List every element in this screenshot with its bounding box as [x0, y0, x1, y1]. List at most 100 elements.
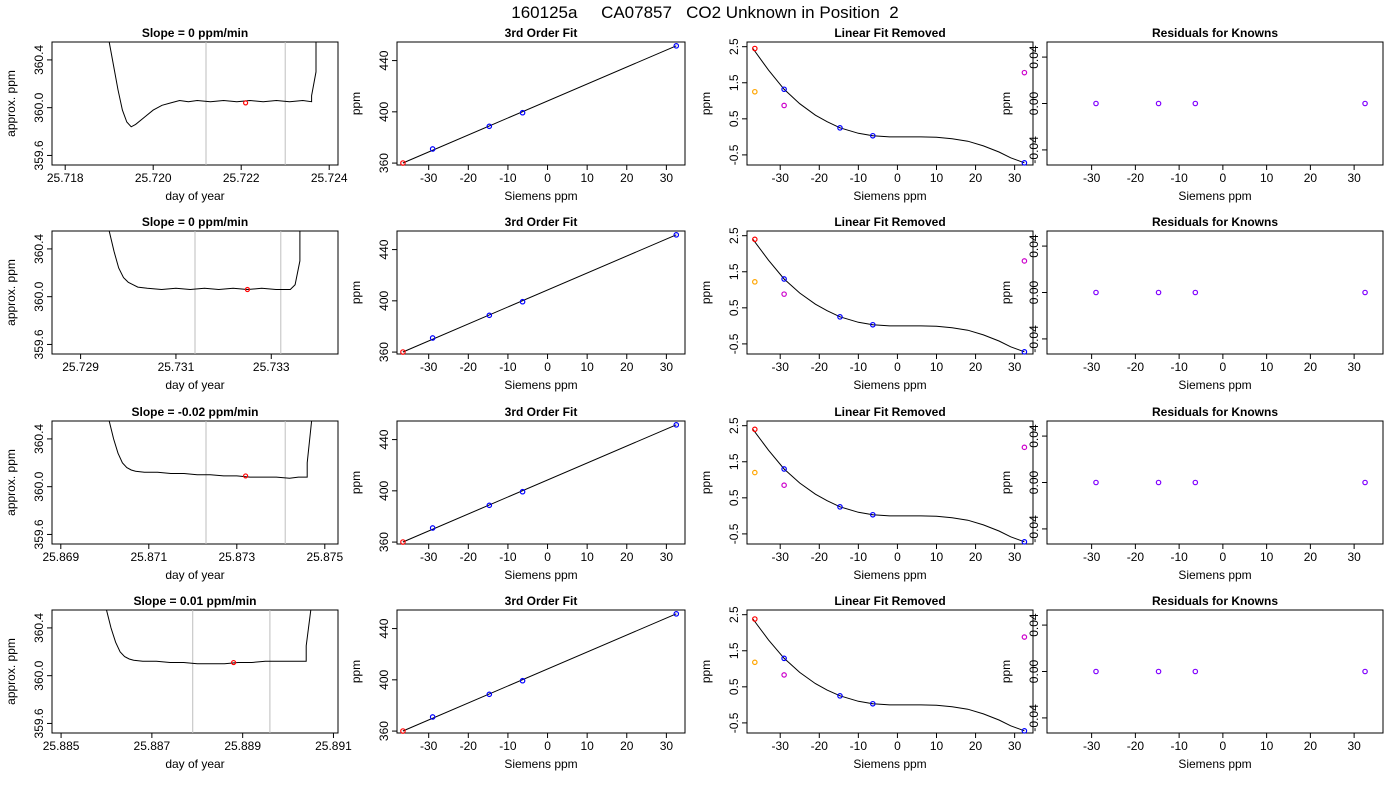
y-tick-label: 360	[377, 153, 391, 173]
panel-1-row-1: Slope = 0 ppm/min day of year approx. ppm 2…	[4, 26, 348, 203]
x-axis-label: Siemens ppm	[1178, 378, 1251, 392]
panel-4-row-1: Residuals for Knowns Siemens ppm ppm -30 -20…	[999, 26, 1384, 203]
y-axis-label: ppm	[699, 92, 713, 115]
x-tick-label: -20	[811, 360, 829, 374]
y-tick-label: 360.4	[32, 613, 46, 643]
panel-title: 3rd Order Fit	[505, 594, 578, 608]
x-tick-label: 10	[580, 739, 594, 753]
x-tick-label: -20	[460, 739, 478, 753]
panel-2-row-2: 3rd Order Fit Siemens ppm ppm -30 -20 -10 0 10 2…	[349, 215, 686, 392]
data-point	[752, 616, 758, 622]
x-axis-label: Siemens ppm	[853, 757, 926, 771]
y-axis-label: approx. ppm	[4, 70, 18, 137]
x-tick-label: 25.731	[158, 360, 195, 374]
y-tick-label: 359.6	[32, 329, 46, 359]
panel-4-row-4: Residuals for Knowns Siemens ppm ppm -30 -20…	[999, 594, 1384, 771]
x-tick-label: 20	[620, 550, 634, 564]
data-point	[781, 86, 787, 93]
y-tick-label: 0.5	[727, 489, 741, 506]
x-tick-label: 25.720	[135, 171, 172, 185]
y-tick-label: 360	[377, 532, 391, 552]
x-tick-label: -30	[1083, 171, 1101, 185]
x-tick-label: 20	[969, 171, 983, 185]
x-tick-label: 25.873	[218, 550, 255, 564]
panel-3-row-2: Linear Fit Removed Siemens ppm ppm -30 -20 -1…	[699, 215, 1034, 392]
x-axis-label: day of year	[165, 568, 224, 582]
x-tick-label: -30	[420, 739, 438, 753]
x-tick-label: 30	[1347, 550, 1361, 564]
series-line	[108, 42, 317, 128]
plot-area	[108, 421, 313, 544]
x-tick-label: -20	[1127, 739, 1145, 753]
data-point	[1093, 479, 1099, 486]
x-tick-label: -10	[499, 550, 517, 564]
data-point	[1192, 100, 1199, 107]
data-point	[519, 488, 526, 495]
y-axis-label: ppm	[999, 471, 1013, 494]
data-point	[1021, 258, 1028, 264]
y-tick-label: 0.04	[1027, 234, 1041, 258]
series-line	[106, 610, 312, 665]
data-point	[429, 525, 436, 531]
data-point	[752, 45, 758, 52]
y-axis-label: ppm	[999, 281, 1013, 304]
x-tick-label: -30	[1083, 360, 1101, 374]
series-line	[108, 421, 313, 479]
y-tick-label: 360.4	[32, 424, 46, 454]
data-point	[400, 349, 406, 355]
y-tick-label: 1.5	[727, 263, 741, 280]
panel-title: Residuals for Knowns	[1152, 26, 1278, 40]
x-tick-label: -20	[1127, 550, 1145, 564]
data-point	[837, 504, 843, 510]
y-tick-label: 400	[377, 480, 391, 500]
y-tick-label: 440	[377, 618, 391, 638]
x-tick-label: -20	[811, 550, 829, 564]
y-tick-label: 359.6	[32, 140, 46, 170]
x-tick-label: -10	[1170, 171, 1188, 185]
data-point	[781, 655, 787, 662]
x-tick-label: 20	[620, 739, 634, 753]
x-tick-label: 25.729	[62, 360, 99, 374]
plot-frame	[396, 230, 686, 355]
panel-1-row-3: Slope = -0.02 ppm/min day of year approx. …	[4, 405, 343, 582]
y-axis-label: approx. ppm	[4, 449, 18, 516]
data-point	[752, 469, 758, 476]
plot-area	[752, 429, 1025, 543]
panel-3-row-3: Linear Fit Removed Siemens ppm ppm -30 -20 -1…	[699, 405, 1034, 582]
panel-title: Slope = 0 ppm/min	[142, 215, 248, 229]
panel-title: Residuals for Knowns	[1152, 405, 1278, 419]
x-tick-label: 10	[1260, 171, 1274, 185]
y-tick-label: 2.5	[727, 417, 741, 434]
fit-curve	[752, 239, 1025, 353]
x-tick-label: -10	[1170, 739, 1188, 753]
x-axis-label: Siemens ppm	[504, 189, 577, 203]
fit-line	[402, 613, 677, 732]
panel-title: Slope = -0.02 ppm/min	[131, 405, 258, 419]
data-point	[673, 232, 680, 238]
x-tick-label: 0	[894, 550, 901, 564]
x-axis-label: Siemens ppm	[1178, 757, 1251, 771]
panel-1-row-2: Slope = 0 ppm/min day of year approx. ppm 2…	[4, 215, 339, 392]
plot-frame	[746, 420, 1034, 545]
plot-frame	[1046, 420, 1384, 545]
data-point	[519, 677, 526, 684]
y-tick-label: 400	[377, 290, 391, 310]
x-axis-label: Siemens ppm	[853, 189, 926, 203]
y-tick-label: 2.5	[727, 606, 741, 623]
data-point	[1362, 479, 1368, 486]
data-point	[400, 160, 406, 166]
fit-line	[402, 424, 677, 543]
panel-title: Linear Fit Removed	[834, 594, 945, 608]
y-tick-label: 0.04	[1027, 45, 1041, 69]
panel-4-row-2: Residuals for Knowns Siemens ppm ppm -30 -20…	[999, 215, 1384, 392]
y-tick-label: 360.4	[32, 45, 46, 75]
panel-title: Linear Fit Removed	[834, 215, 945, 229]
y-tick-label: 440	[377, 429, 391, 449]
data-point	[400, 728, 406, 734]
data-point	[1021, 728, 1028, 734]
y-tick-label: 360.0	[32, 471, 46, 501]
y-tick-label: 0.00	[1027, 280, 1041, 304]
data-point	[1362, 100, 1368, 107]
x-tick-label: 10	[580, 360, 594, 374]
plot-area	[752, 618, 1025, 732]
